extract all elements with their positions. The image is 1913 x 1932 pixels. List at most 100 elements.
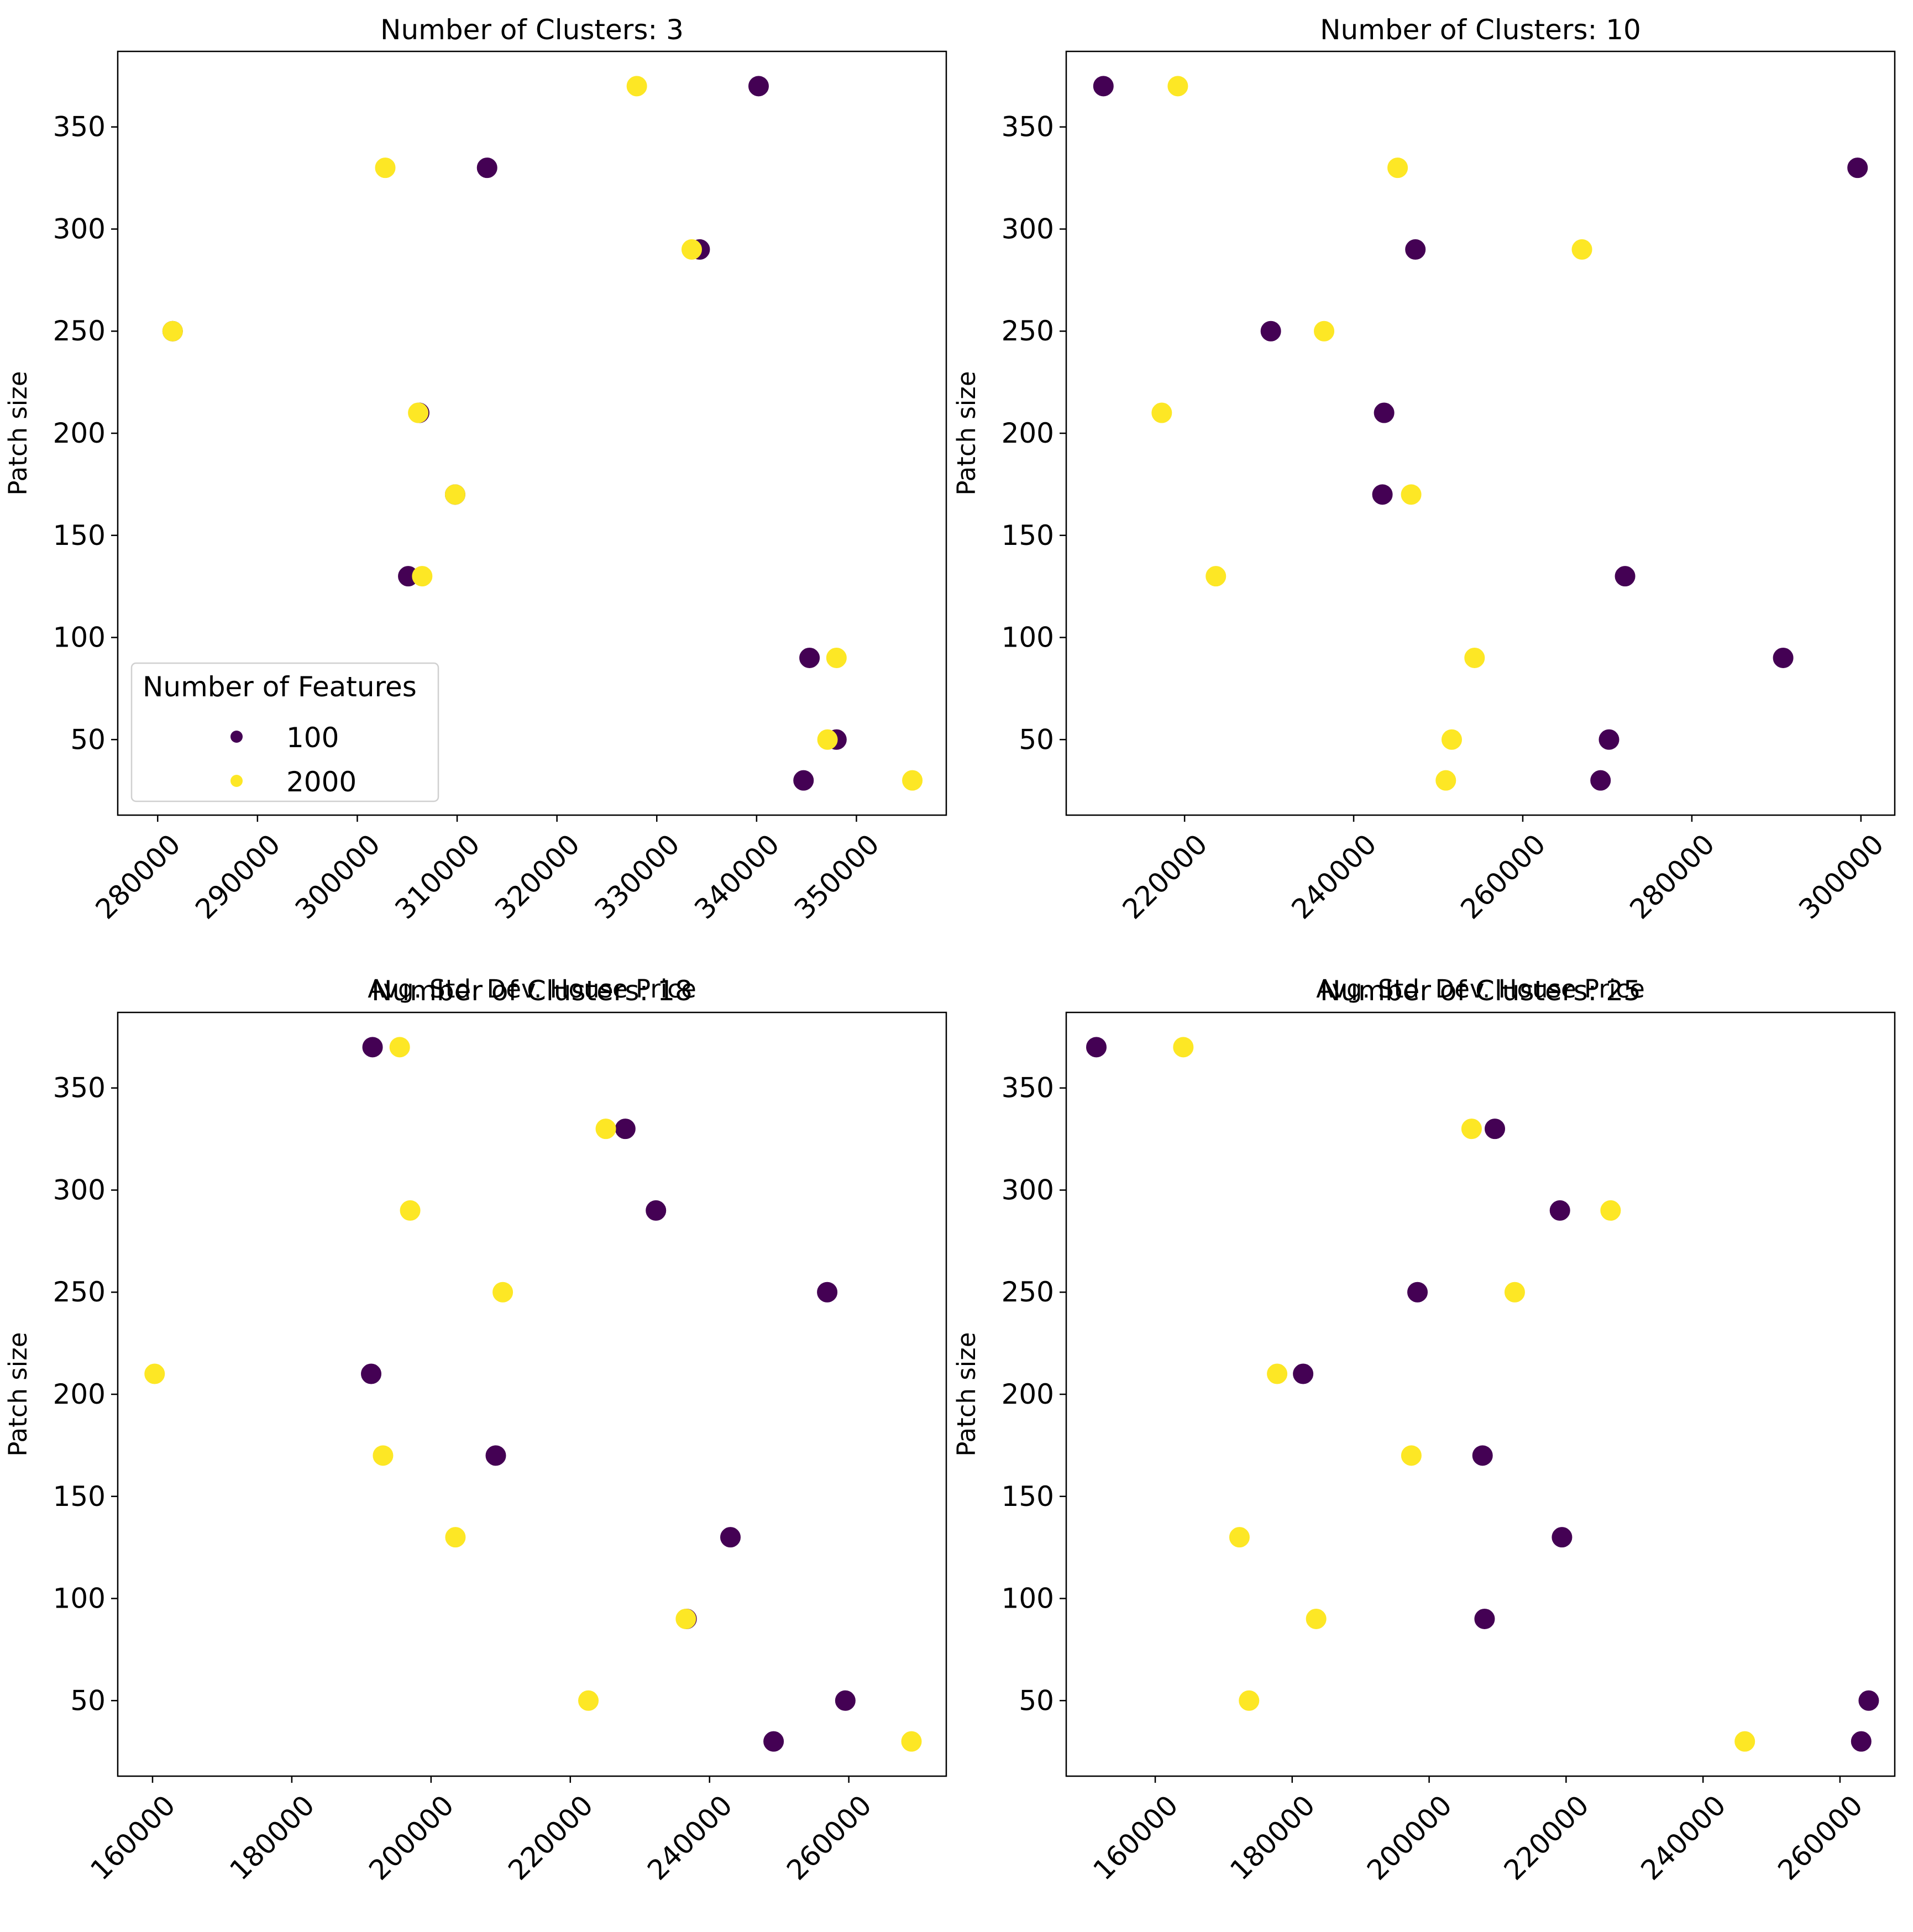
y-axis-label: Patch size <box>3 1332 33 1456</box>
point-features-2000-1 <box>595 1119 616 1140</box>
subplot-title: Number of Clusters: 25 <box>1320 975 1641 1007</box>
point-features-2000-2 <box>681 239 702 260</box>
axes-frame <box>117 1011 947 1777</box>
point-features-100-7 <box>1773 647 1794 668</box>
y-axis-label: Patch size <box>3 371 33 495</box>
point-features-100-8 <box>1598 729 1620 750</box>
point-features-100-4 <box>361 1363 382 1384</box>
point-features-2000-4 <box>408 402 429 423</box>
y-tick-label: 50 <box>1019 723 1054 755</box>
point-features-2000-4 <box>1267 1363 1288 1384</box>
point-features-100-6 <box>720 1527 741 1548</box>
point-features-2000-8 <box>817 729 838 750</box>
x-tick-label: 200000 <box>363 1789 460 1886</box>
point-features-2000-3 <box>1504 1282 1525 1303</box>
x-tick-label: 220000 <box>1498 1789 1595 1886</box>
point-features-100-2 <box>646 1200 667 1221</box>
point-features-100-1 <box>1847 158 1868 179</box>
point-features-2000-7 <box>675 1608 696 1629</box>
x-tick-label: 260000 <box>1772 1789 1869 1886</box>
point-features-2000-1 <box>375 158 396 179</box>
x-tick-label: 160000 <box>1087 1789 1185 1886</box>
y-tick-label: 250 <box>1002 315 1054 347</box>
y-tick-label: 150 <box>53 1481 106 1513</box>
x-tick-label: 200000 <box>1361 1789 1458 1886</box>
point-features-2000-9 <box>1435 770 1456 791</box>
point-features-2000-5 <box>1401 484 1422 505</box>
points-layer <box>1086 1037 1879 1752</box>
y-tick-label: 50 <box>70 723 106 755</box>
x-axis-label: Avg. Std. Dev. House Price <box>1316 974 1645 1004</box>
legend-entry-label: 2000 <box>286 766 357 798</box>
point-features-2000-2 <box>400 1200 421 1221</box>
point-features-2000-4 <box>144 1363 165 1384</box>
point-features-2000-6 <box>445 1527 466 1548</box>
point-features-2000-3 <box>162 321 183 342</box>
point-features-2000-1 <box>1461 1119 1482 1140</box>
x-tick-label: 280000 <box>1623 828 1721 925</box>
points-layer <box>144 1037 922 1752</box>
point-features-2000-0 <box>389 1037 410 1058</box>
x-tick-label: 180000 <box>223 1789 321 1886</box>
subplot-title: Number of Clusters: 18 <box>371 975 693 1007</box>
y-tick-label: 200 <box>1002 417 1054 449</box>
x-tick-label: 160000 <box>85 1789 182 1886</box>
y-tick-label: 150 <box>1002 519 1054 552</box>
x-tick-label: 320000 <box>489 828 586 925</box>
point-features-2000-6 <box>1206 566 1227 587</box>
point-features-2000-6 <box>1229 1527 1250 1548</box>
y-tick-label: 50 <box>70 1684 106 1716</box>
y-tick-label: 300 <box>1002 1174 1054 1206</box>
point-features-100-5 <box>1372 484 1393 505</box>
y-tick-label: 300 <box>53 213 106 245</box>
x-tick-label: 300000 <box>1793 828 1890 925</box>
y-tick-label: 200 <box>53 417 106 449</box>
point-features-2000-1 <box>1387 158 1408 179</box>
x-tick-label: 310000 <box>389 828 486 925</box>
point-features-100-8 <box>1858 1690 1879 1711</box>
point-features-2000-3 <box>1314 321 1335 342</box>
y-tick-label: 100 <box>53 622 106 654</box>
y-tick-label: 350 <box>1002 111 1054 143</box>
point-features-100-5 <box>485 1445 506 1466</box>
point-features-2000-9 <box>1734 1731 1755 1752</box>
point-features-2000-7 <box>1464 647 1485 668</box>
x-tick-label: 340000 <box>688 828 785 925</box>
x-tick-label: 220000 <box>502 1789 599 1886</box>
legend-title: Number of Features <box>143 671 417 703</box>
points-layer <box>162 76 923 791</box>
point-features-2000-9 <box>902 770 923 791</box>
y-tick-label: 350 <box>53 111 106 143</box>
y-tick-label: 200 <box>53 1378 106 1410</box>
point-features-100-8 <box>835 1690 856 1711</box>
point-features-100-9 <box>763 1731 784 1752</box>
x-tick-label: 240000 <box>1635 1789 1732 1886</box>
point-features-2000-3 <box>492 1282 513 1303</box>
point-features-2000-0 <box>1173 1037 1194 1058</box>
point-features-2000-2 <box>1600 1200 1621 1221</box>
point-features-100-4 <box>1293 1363 1314 1384</box>
point-features-100-5 <box>1472 1445 1493 1466</box>
point-features-2000-8 <box>1239 1690 1260 1711</box>
y-tick-label: 100 <box>1002 1583 1054 1615</box>
y-tick-label: 250 <box>1002 1276 1054 1308</box>
legend-box <box>130 662 439 802</box>
y-tick-label: 100 <box>1002 622 1054 654</box>
point-features-100-0 <box>748 76 769 97</box>
point-features-100-9 <box>1851 1731 1872 1752</box>
x-tick-label: 290000 <box>189 828 286 925</box>
point-features-100-9 <box>793 770 814 791</box>
point-features-100-2 <box>1405 239 1426 260</box>
x-tick-label: 220000 <box>1117 828 1214 925</box>
subplot-4: Number of Clusters: 25 50 100 150 200 250 300 3… <box>952 975 1896 1886</box>
x-tick-label: 260000 <box>1455 828 1552 925</box>
point-features-100-0 <box>1086 1037 1107 1058</box>
point-features-2000-0 <box>626 76 647 97</box>
point-features-2000-9 <box>901 1731 922 1752</box>
point-features-100-1 <box>1485 1119 1506 1140</box>
point-features-100-2 <box>1549 1200 1570 1221</box>
point-features-2000-0 <box>1167 76 1188 97</box>
x-tick-label: 240000 <box>641 1789 738 1886</box>
x-tick-label: 240000 <box>1286 828 1383 925</box>
